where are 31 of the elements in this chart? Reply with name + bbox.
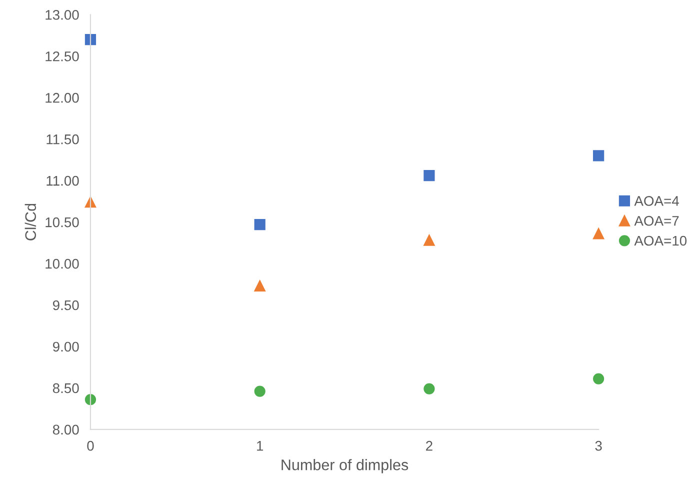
y-axis-title: Cl/Cd xyxy=(24,204,36,240)
point xyxy=(254,386,266,397)
point xyxy=(84,34,96,46)
point xyxy=(424,234,435,246)
y-tick-label: 8.00 xyxy=(52,424,79,435)
point xyxy=(593,373,604,384)
y-tick-label: 8.50 xyxy=(52,383,79,394)
x-tick-label: 2 xyxy=(426,440,432,451)
point xyxy=(84,394,96,406)
x-axis-title: Number of dimples xyxy=(282,459,408,474)
legend-label: AOA=10 xyxy=(634,236,687,246)
y-tick-label: 9.50 xyxy=(52,300,79,310)
legend-label: AOA=7 xyxy=(634,216,679,226)
legend-label: AOA=4 xyxy=(634,196,679,206)
x-tick-label: 3 xyxy=(595,440,602,451)
y-tick-label: 10.00 xyxy=(46,258,79,269)
x-tick-label: 1 xyxy=(257,441,264,451)
point xyxy=(254,218,266,230)
point xyxy=(593,150,604,162)
y-tick-label: 11.50 xyxy=(46,134,79,144)
y-tick-label: 12.50 xyxy=(46,51,79,62)
point xyxy=(593,228,604,240)
point xyxy=(254,280,266,292)
y-tick-label: 11.00 xyxy=(46,176,79,186)
y-tick-label: 9.00 xyxy=(52,342,79,352)
y-tick-label: 13.00 xyxy=(46,10,79,20)
point xyxy=(424,170,435,182)
x-tick-label: 0 xyxy=(87,440,94,451)
y-tick-label: 12.00 xyxy=(46,92,79,103)
point xyxy=(424,383,435,394)
y-tick-label: 10.50 xyxy=(46,217,79,228)
